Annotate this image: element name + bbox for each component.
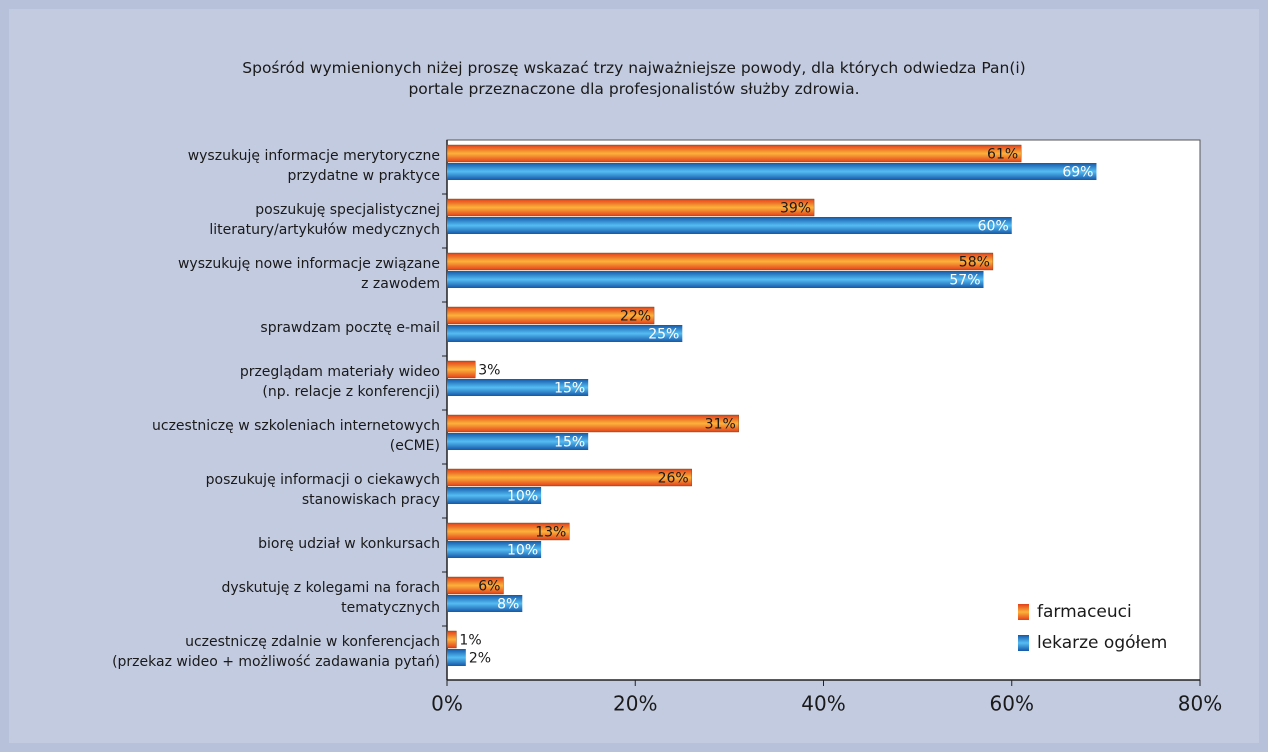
legend-swatch bbox=[1018, 604, 1029, 620]
bar bbox=[447, 649, 466, 666]
data-label: 31% bbox=[705, 417, 736, 433]
data-label: 8% bbox=[497, 597, 519, 613]
y-tick-label: biorę udział w konkursach bbox=[258, 536, 440, 552]
y-tick-label: przeglądam materiały wideo (np. relacje … bbox=[239, 364, 440, 400]
bar bbox=[447, 325, 683, 342]
data-label: 15% bbox=[554, 381, 585, 397]
y-tick-label: uczestniczę zdalnie w konferencjach (prz… bbox=[112, 634, 440, 670]
bar bbox=[447, 487, 542, 504]
x-tick-label: 60% bbox=[990, 692, 1034, 716]
bar bbox=[446, 468, 692, 487]
legend-label: farmaceuci bbox=[1037, 602, 1132, 622]
data-label: 60% bbox=[978, 219, 1009, 235]
data-label: 58% bbox=[959, 255, 990, 271]
bar bbox=[446, 576, 504, 595]
bar bbox=[446, 360, 476, 379]
y-tick-label: uczestniczę w szkoleniach internetowych … bbox=[152, 418, 440, 454]
x-tick-label: 80% bbox=[1178, 692, 1222, 716]
bar bbox=[447, 271, 984, 288]
data-label: 22% bbox=[620, 309, 651, 325]
data-label: 6% bbox=[478, 579, 500, 595]
data-label: 26% bbox=[658, 471, 689, 487]
x-tick-label: 40% bbox=[801, 692, 845, 716]
bar bbox=[447, 217, 1012, 234]
data-label: 15% bbox=[554, 435, 585, 451]
data-label: 10% bbox=[507, 489, 538, 505]
bar bbox=[446, 522, 570, 541]
x-tick-label: 20% bbox=[613, 692, 657, 716]
data-label: 2% bbox=[469, 651, 491, 667]
y-tick-label: dyskutuję z kolegami na forach tematyczn… bbox=[221, 580, 440, 616]
y-tick-label: wyszukuję nowe informacje związane z zaw… bbox=[177, 256, 440, 292]
bar bbox=[446, 144, 1022, 163]
chart-title: Spośród wymienionych niżej proszę wskaza… bbox=[242, 59, 1026, 98]
data-label: 13% bbox=[535, 525, 566, 541]
data-label: 1% bbox=[459, 633, 481, 649]
bar bbox=[446, 252, 994, 271]
bar bbox=[447, 433, 589, 450]
y-tick-label: poszukuję informacji o ciekawych stanowi… bbox=[205, 472, 440, 508]
bar bbox=[446, 306, 655, 325]
y-tick-label: poszukuję specjalistycznej literatury/ar… bbox=[209, 202, 440, 238]
bar bbox=[446, 630, 457, 649]
data-label: 61% bbox=[987, 147, 1018, 163]
bar bbox=[447, 541, 542, 558]
bar bbox=[446, 414, 739, 433]
bar bbox=[447, 163, 1097, 180]
data-label: 3% bbox=[478, 363, 500, 379]
bar bbox=[447, 379, 589, 396]
y-tick-label: wyszukuję informacje merytoryczne przyda… bbox=[187, 148, 440, 184]
legend-label: lekarze ogółem bbox=[1037, 633, 1167, 653]
y-tick-label: sprawdzam pocztę e-mail bbox=[260, 320, 440, 336]
data-label: 57% bbox=[949, 273, 980, 289]
bar bbox=[446, 198, 815, 217]
data-label: 69% bbox=[1062, 165, 1093, 181]
bar bbox=[447, 595, 523, 612]
data-label: 39% bbox=[780, 201, 811, 217]
x-tick-label: 0% bbox=[431, 692, 463, 716]
legend-swatch bbox=[1018, 635, 1029, 651]
data-label: 25% bbox=[648, 327, 679, 343]
data-label: 10% bbox=[507, 543, 538, 559]
